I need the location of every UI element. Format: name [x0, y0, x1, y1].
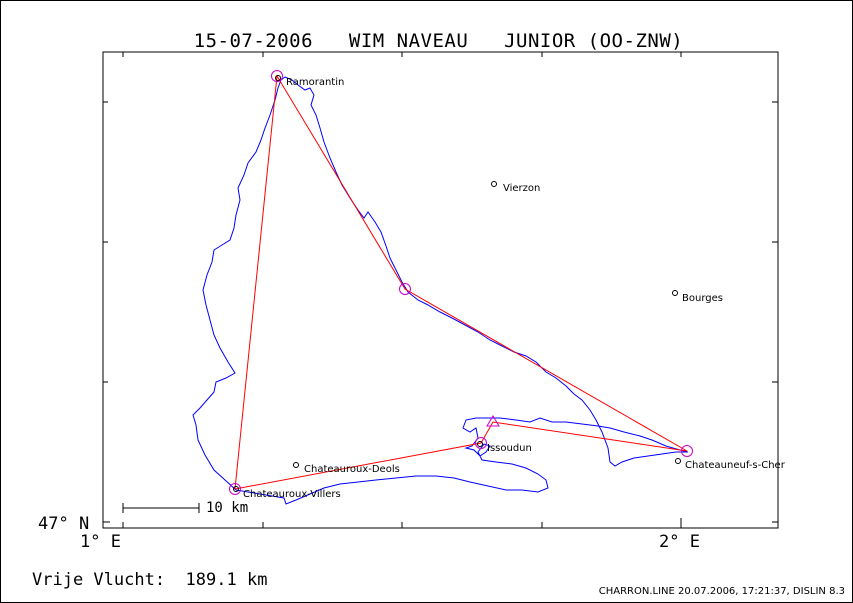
city-dot-chateauneuf: [675, 458, 681, 464]
city-label-chateauroux-deols: Chateauroux-Deols: [304, 464, 400, 475]
city-label-chateauroux-villers: Chateauroux-Villers: [243, 489, 341, 500]
right-ticks: [772, 101, 778, 523]
credits-text: CHARRON.LINE 20.07.2006, 17:21:37, DISLI…: [598, 586, 845, 597]
city-label-issoudun: Issoudun: [487, 443, 532, 454]
turnpoint-triangle: [486, 415, 500, 427]
left-ticks: [103, 101, 110, 523]
city-dot-chateauroux-deols: [293, 462, 299, 468]
city-markers: [233, 75, 681, 492]
turnpoint-mid: [399, 283, 411, 295]
city-label-bourges: Bourges: [682, 293, 723, 304]
bottom-ticks: [122, 518, 682, 528]
city-dot-ramorantin: [275, 75, 281, 81]
scale-label: 10 km: [206, 500, 249, 516]
distance-readout: Vrije Vlucht: 189.1 km: [32, 570, 267, 590]
lat-label: 47° N: [38, 514, 90, 534]
city-dot-chateauroux-villers: [233, 486, 239, 492]
map-title: 15-07-2006 WIM NAVEAU JUNIOR (OO-ZNW): [0, 8, 853, 52]
turnpoint-ramorantin: [271, 70, 283, 82]
city-dot-vierzon: [491, 181, 497, 187]
title-glider: JUNIOR (OO-ZNW): [504, 30, 684, 52]
city-label-chateauneuf: Chateauneuf-s-Cher: [685, 460, 786, 471]
city-dot-bourges: [672, 290, 678, 296]
top-ticks: [122, 52, 682, 57]
city-dot-issoudun: [477, 441, 483, 447]
city-label-vierzon: Vierzon: [503, 183, 540, 194]
title-pilot: WIM NAVEAU: [348, 30, 469, 52]
city-label-ramorantin: Ramorantin: [286, 77, 344, 88]
turnpoint-chateauneuf: [681, 445, 693, 457]
turnpoint-start: [229, 483, 241, 495]
gps-track: [192, 76, 689, 505]
title-date: 15-07-2006: [193, 30, 314, 52]
lon-label-left: 1° E: [80, 532, 121, 552]
plot-frame: [102, 51, 779, 529]
turnpoint-issoudun: [475, 437, 487, 449]
task-line: [234, 74, 688, 490]
distance-value: 189.1 km: [185, 570, 268, 590]
turnpoint-markers: [229, 70, 693, 495]
distance-label: Vrije Vlucht:: [32, 570, 166, 590]
scale-bar: [122, 503, 200, 513]
lon-label-right: 2° E: [659, 532, 700, 552]
